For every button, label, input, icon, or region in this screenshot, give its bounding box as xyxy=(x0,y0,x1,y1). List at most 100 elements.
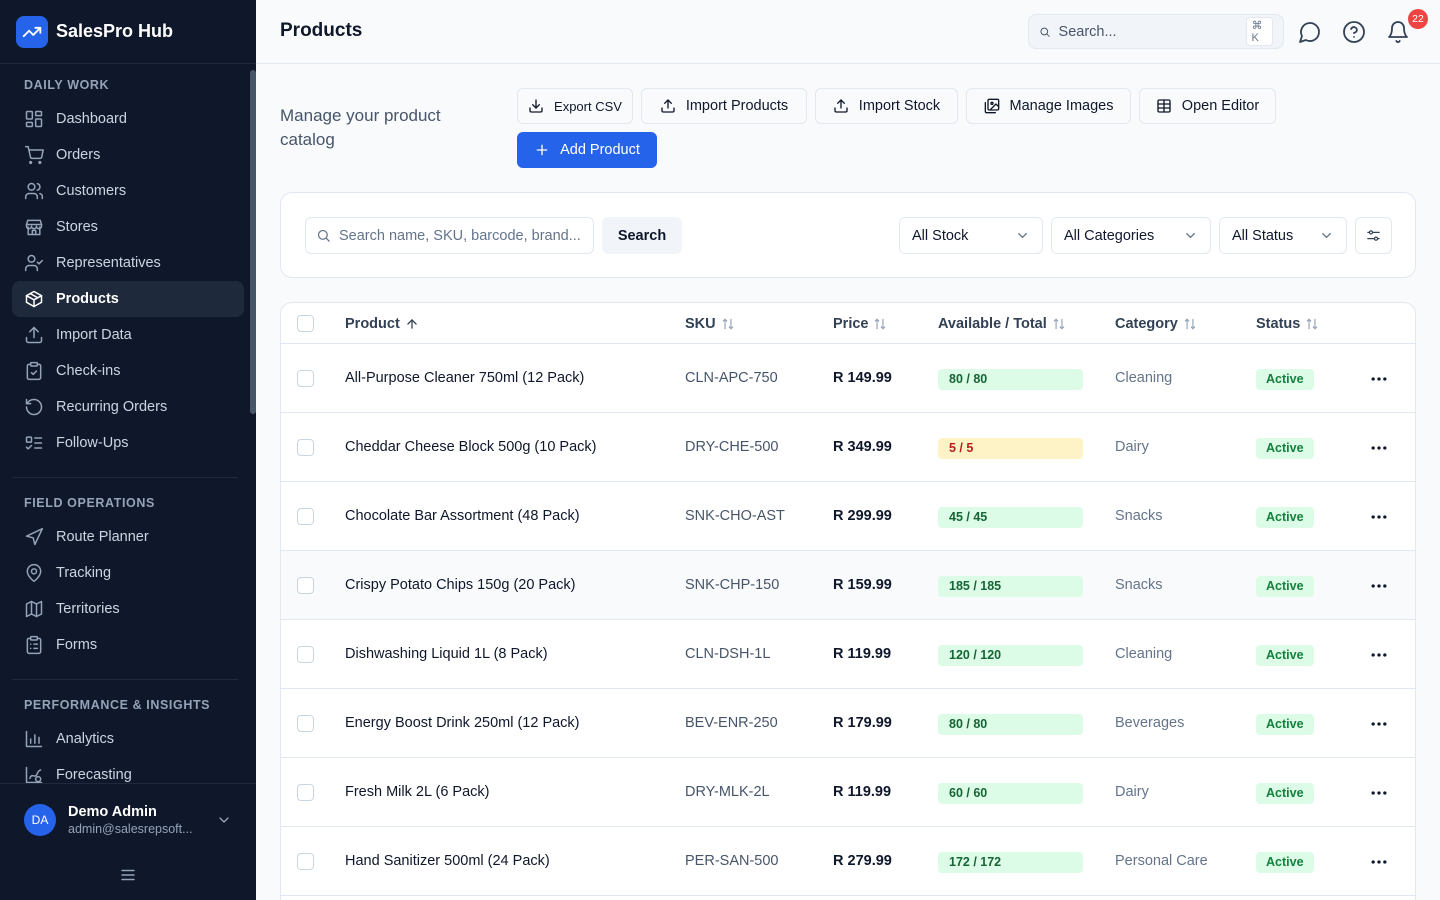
message-circle-icon[interactable] xyxy=(1298,20,1322,44)
manage-images-button[interactable]: Manage Images xyxy=(966,88,1131,124)
sidebar-item-check-ins[interactable]: Check-ins xyxy=(12,353,244,389)
product-name[interactable]: Crispy Potato Chips 150g (20 Pack) xyxy=(345,577,576,593)
more-horizontal-icon[interactable] xyxy=(1369,369,1389,389)
sort-icon xyxy=(722,318,733,329)
user-menu[interactable]: DA Demo Admin admin@salesrepsoft... xyxy=(0,783,256,900)
stock-filter-select[interactable]: All Stock xyxy=(899,217,1043,254)
menu-icon[interactable] xyxy=(119,866,137,884)
page-title: Products xyxy=(280,20,363,41)
search-icon xyxy=(317,229,330,242)
table-row[interactable]: All-Purpose Cleaner 750ml (12 Pack) CLN-… xyxy=(281,344,1415,413)
sidebar-nav[interactable]: DAILY WORK Dashboard Orders Customers St… xyxy=(0,65,256,783)
table-row[interactable]: Dishwashing Liquid 1L (8 Pack) CLN-DSH-1… xyxy=(281,620,1415,689)
column-available-total[interactable]: Available / Total xyxy=(938,303,1066,344)
stock-badge: 60 / 60 xyxy=(938,783,1083,804)
sidebar-item-import-data[interactable]: Import Data xyxy=(12,317,244,353)
sidebar-item-products[interactable]: Products xyxy=(12,281,244,317)
column-sku[interactable]: SKU xyxy=(685,303,735,344)
more-horizontal-icon[interactable] xyxy=(1369,438,1389,458)
sidebar-item-label: Representatives xyxy=(56,255,161,271)
product-search-input[interactable] xyxy=(339,227,583,244)
open-editor-button[interactable]: Open Editor xyxy=(1139,88,1276,124)
more-horizontal-icon[interactable] xyxy=(1369,852,1389,872)
import-products-label: Import Products xyxy=(685,98,789,114)
sidebar-item-dashboard[interactable]: Dashboard xyxy=(12,101,244,137)
sidebar: SalesPro Hub DAILY WORK Dashboard Orders… xyxy=(0,0,256,900)
column-price[interactable]: Price xyxy=(833,303,887,344)
brand[interactable]: SalesPro Hub xyxy=(0,0,256,64)
sidebar-item-analytics[interactable]: Analytics xyxy=(12,721,244,757)
sidebar-item-forecasting[interactable]: Forecasting xyxy=(12,757,244,783)
export-csv-button[interactable]: Export CSV xyxy=(517,88,633,124)
stock-badge: 80 / 80 xyxy=(938,369,1083,390)
bell-icon[interactable] xyxy=(1386,20,1410,44)
row-checkbox[interactable] xyxy=(297,715,314,732)
product-name[interactable]: All-Purpose Cleaner 750ml (12 Pack) xyxy=(345,370,585,386)
table-row[interactable]: Crispy Potato Chips 150g (20 Pack) SNK-C… xyxy=(281,551,1415,620)
advanced-filters-button[interactable] xyxy=(1355,217,1392,254)
sidebar-item-route-planner[interactable]: Route Planner xyxy=(12,519,244,555)
manage-images-label: Manage Images xyxy=(1009,98,1114,114)
chevron-down-icon[interactable] xyxy=(216,812,232,828)
sidebar-item-representatives[interactable]: Representatives xyxy=(12,245,244,281)
sidebar-scrollbar[interactable] xyxy=(250,70,256,414)
sidebar-item-customers[interactable]: Customers xyxy=(12,173,244,209)
product-name[interactable]: Dishwashing Liquid 1L (8 Pack) xyxy=(345,646,548,662)
refresh-icon xyxy=(25,398,43,416)
table-row[interactable]: Fresh Milk 2L (6 Pack) DRY-MLK-2L R 119.… xyxy=(281,758,1415,827)
table-row[interactable]: Hand Sanitizer 500ml (24 Pack) PER-SAN-5… xyxy=(281,827,1415,896)
category-filter-select[interactable]: All Categories xyxy=(1051,217,1211,254)
product-search[interactable] xyxy=(305,217,594,254)
sidebar-item-recurring-orders[interactable]: Recurring Orders xyxy=(12,389,244,425)
more-horizontal-icon[interactable] xyxy=(1369,714,1389,734)
more-horizontal-icon[interactable] xyxy=(1369,576,1389,596)
column-category[interactable]: Category xyxy=(1115,303,1197,344)
product-sku: CLN-DSH-1L xyxy=(685,646,771,662)
search-button[interactable]: Search xyxy=(602,217,682,254)
import-products-button[interactable]: Import Products xyxy=(641,88,807,124)
product-name[interactable]: Hand Sanitizer 500ml (24 Pack) xyxy=(345,853,550,869)
table-icon xyxy=(1157,99,1171,113)
stock-badge: 5 / 5 xyxy=(938,438,1083,459)
sidebar-item-label: Tracking xyxy=(56,565,112,581)
product-name[interactable]: Energy Boost Drink 250ml (12 Pack) xyxy=(345,715,580,731)
import-stock-label: Import Stock xyxy=(858,98,941,114)
more-horizontal-icon[interactable] xyxy=(1369,783,1389,803)
row-checkbox[interactable] xyxy=(297,439,314,456)
select-all-checkbox[interactable] xyxy=(297,315,314,332)
sidebar-item-follow-ups[interactable]: Follow-Ups xyxy=(12,425,244,461)
import-stock-button[interactable]: Import Stock xyxy=(815,88,958,124)
column-status[interactable]: Status xyxy=(1256,303,1319,344)
column-product[interactable]: Product xyxy=(345,303,419,344)
row-checkbox[interactable] xyxy=(297,646,314,663)
global-search[interactable]: ⌘ K xyxy=(1028,14,1284,49)
table-row[interactable]: Chocolate Bar Assortment (48 Pack) SNK-C… xyxy=(281,482,1415,551)
product-name[interactable]: Chocolate Bar Assortment (48 Pack) xyxy=(345,508,580,524)
sidebar-item-territories[interactable]: Territories xyxy=(12,591,244,627)
clipboard-list-icon xyxy=(26,635,42,655)
row-checkbox[interactable] xyxy=(297,784,314,801)
sidebar-item-orders[interactable]: Orders xyxy=(12,137,244,173)
column-label: SKU xyxy=(685,315,716,332)
row-checkbox[interactable] xyxy=(297,508,314,525)
more-horizontal-icon[interactable] xyxy=(1369,645,1389,665)
status-filter-select[interactable]: All Status xyxy=(1219,217,1347,254)
row-checkbox[interactable] xyxy=(297,577,314,594)
table-row[interactable]: Energy Boost Drink 250ml (12 Pack) BEV-E… xyxy=(281,689,1415,758)
product-name[interactable]: Fresh Milk 2L (6 Pack) xyxy=(345,784,490,800)
table-row[interactable]: Cheddar Cheese Block 500g (10 Pack) DRY-… xyxy=(281,413,1415,482)
row-checkbox[interactable] xyxy=(297,853,314,870)
add-product-button[interactable]: Add Product xyxy=(517,132,657,168)
upload-icon xyxy=(661,99,675,113)
row-checkbox[interactable] xyxy=(297,370,314,387)
product-category: Personal Care xyxy=(1115,853,1208,869)
sidebar-item-forms[interactable]: Forms xyxy=(12,627,244,663)
sidebar-item-tracking[interactable]: Tracking xyxy=(12,555,244,591)
sidebar-item-stores[interactable]: Stores xyxy=(12,209,244,245)
sliders-icon xyxy=(1367,230,1380,241)
help-circle-icon[interactable] xyxy=(1342,20,1366,44)
global-search-input[interactable] xyxy=(1058,23,1246,40)
product-name[interactable]: Cheddar Cheese Block 500g (10 Pack) xyxy=(345,439,597,455)
more-horizontal-icon[interactable] xyxy=(1369,507,1389,527)
column-label: Available / Total xyxy=(938,315,1047,332)
